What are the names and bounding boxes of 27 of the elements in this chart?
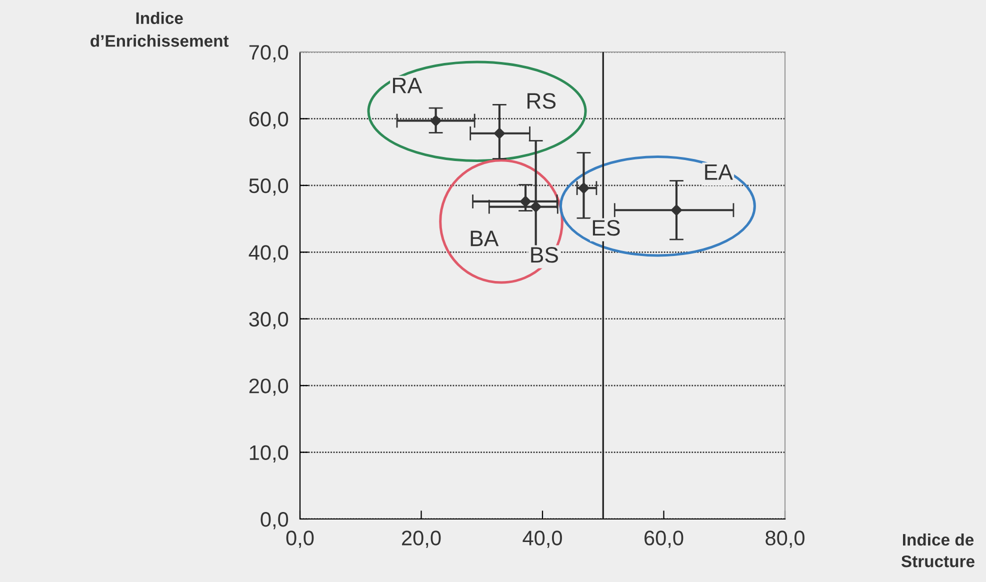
series-label: RA (393, 78, 422, 94)
text: Indice de Structure (901, 533, 974, 568)
point (670, 204, 682, 216)
point (578, 182, 590, 194)
x-tick-label: 80,0 (766, 530, 804, 548)
x-tick-label: 60,0 (644, 530, 684, 548)
series-label: BS (531, 247, 558, 263)
y-tick-label: 30,0 (249, 312, 288, 330)
series-label: BA (470, 230, 499, 246)
series-label: RS (528, 93, 556, 109)
point (520, 196, 532, 208)
y-tick-label: 0,0 (260, 512, 288, 530)
x-tick-label: 40,0 (522, 530, 562, 548)
y-tick-label: 50,0 (249, 178, 288, 196)
y-tick-label: 60,0 (249, 112, 288, 129)
y-tick-label: 70,0 (249, 45, 288, 62)
y-tick-label: 20,0 (249, 378, 288, 396)
x-tick-label: 0,0 (286, 530, 314, 548)
y-tick-label: 10,0 (250, 445, 288, 462)
point (494, 128, 506, 139)
y-tick-label: 40,0 (248, 245, 288, 262)
y-axis-title: Indice d’Enrichissement (90, 12, 229, 47)
series-label: ES (592, 220, 620, 236)
point (430, 115, 442, 126)
series-label: EA (705, 164, 733, 180)
x-tick-label: 20,0 (402, 530, 441, 548)
point (530, 201, 542, 212)
